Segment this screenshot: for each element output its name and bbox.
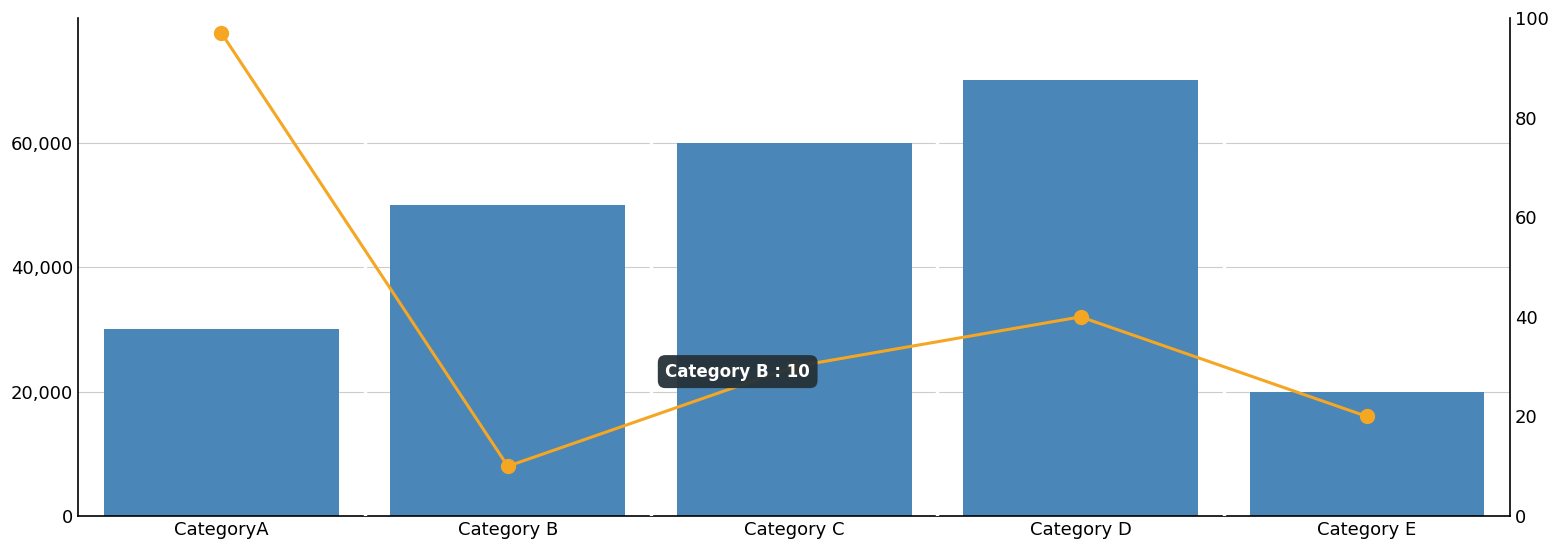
Bar [963, 80, 1198, 516]
Bar [677, 142, 911, 516]
Bar [390, 205, 626, 516]
Text: Category B : 10: Category B : 10 [665, 362, 810, 381]
Bar [1250, 392, 1485, 516]
Bar [105, 329, 339, 516]
